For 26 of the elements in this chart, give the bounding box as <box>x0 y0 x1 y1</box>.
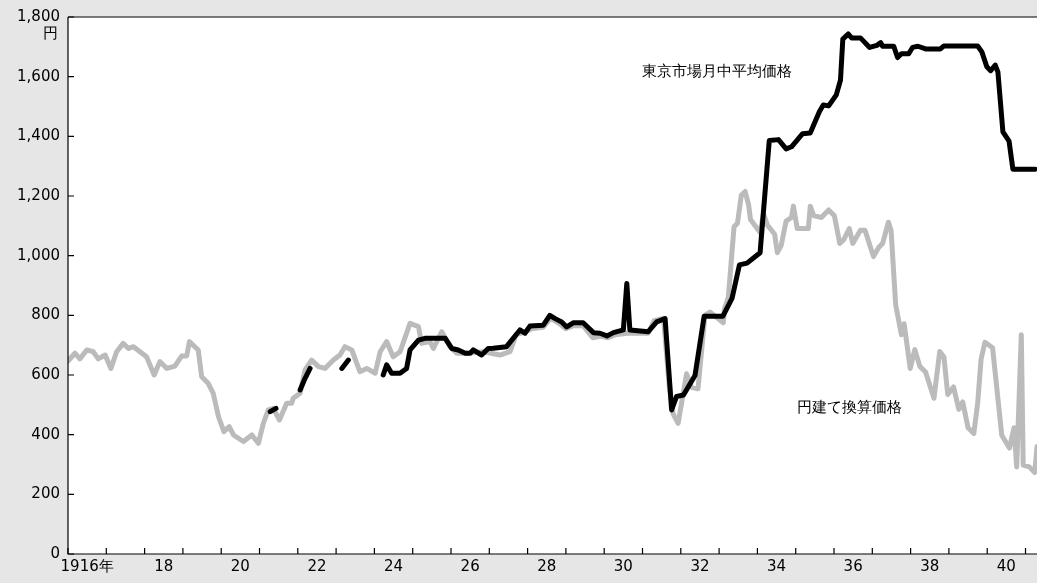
x-tick-label: 18 <box>154 556 174 575</box>
y-tick-label: 1,400 <box>17 126 60 145</box>
y-tick-label: 600 <box>31 364 60 383</box>
x-tick-label: 1916年 <box>60 556 114 575</box>
y-tick-label: 1,600 <box>17 66 60 85</box>
x-tick-label: 26 <box>460 556 480 575</box>
y-tick-label: 1,800 <box>17 6 60 25</box>
y-tick-label: 200 <box>31 484 60 503</box>
y-tick-label: 400 <box>31 424 60 443</box>
x-tick-label: 24 <box>384 556 404 575</box>
x-tick-label: 30 <box>613 556 633 575</box>
x-tick-label: 28 <box>537 556 557 575</box>
y-tick-label: 800 <box>31 305 60 324</box>
x-tick-label: 32 <box>690 556 710 575</box>
x-tick-label: 40 <box>996 556 1016 575</box>
y-tick-label: 0 <box>50 543 60 562</box>
text: 東京市場月中平均価格 <box>642 61 793 80</box>
y-tick-label: 1,000 <box>17 245 60 264</box>
y-axis-title: 円 <box>43 24 58 43</box>
x-tick-label: 38 <box>920 556 940 575</box>
x-tick-label: 36 <box>843 556 863 575</box>
series-label: 円建て換算価格 <box>797 397 903 416</box>
x-tick-label: 34 <box>767 556 787 575</box>
x-tick-label: 20 <box>230 556 250 575</box>
y-tick-label: 1,200 <box>17 185 60 204</box>
x-tick-label: 22 <box>307 556 327 575</box>
